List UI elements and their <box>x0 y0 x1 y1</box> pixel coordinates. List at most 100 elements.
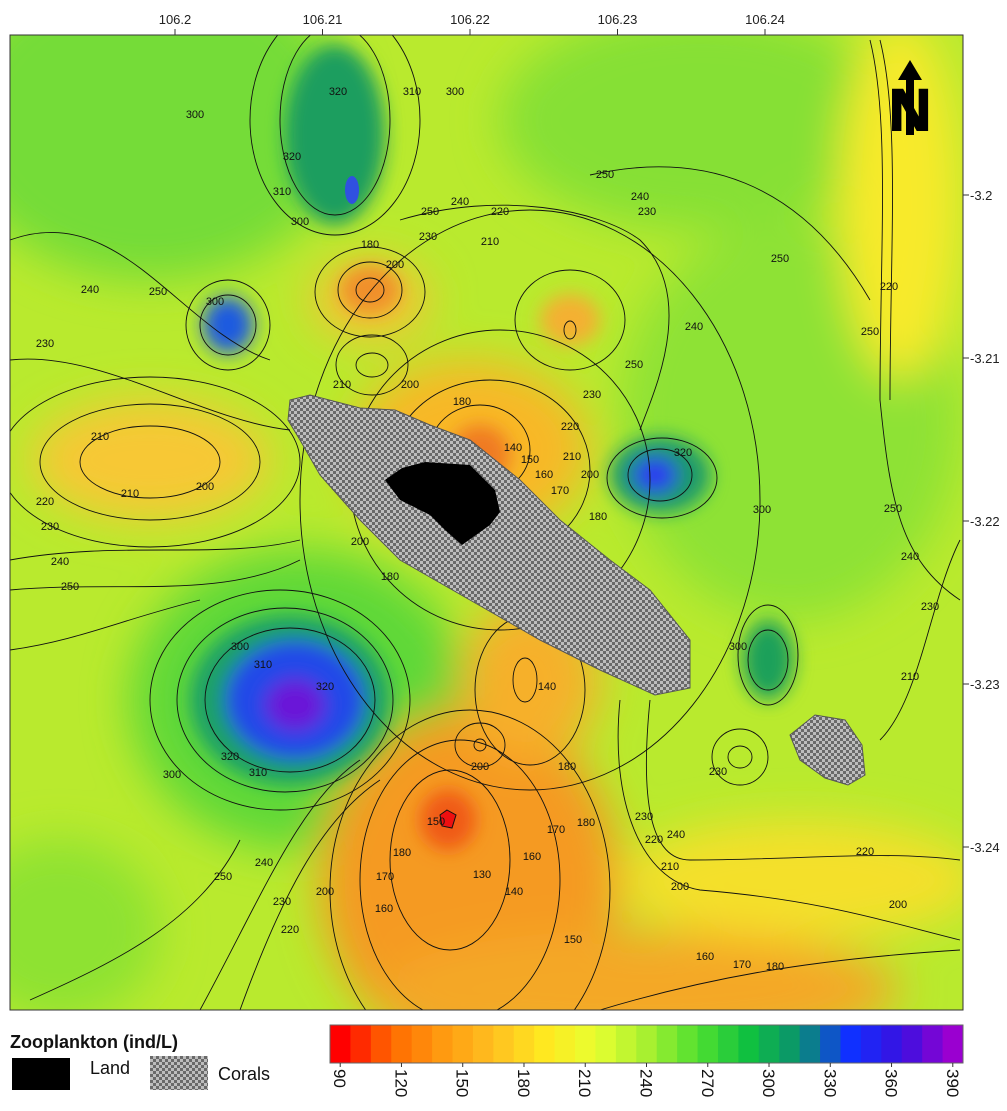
contour-label: 170 <box>547 824 565 836</box>
colorbar-tick-label: 390 <box>943 1069 962 1097</box>
colorbar-segment <box>902 1025 923 1063</box>
contour-label: 320 <box>329 86 347 98</box>
land-label: Land <box>90 1058 130 1078</box>
contour-label: 230 <box>419 231 437 243</box>
contour-label: 240 <box>631 191 649 203</box>
contour-label: 160 <box>375 903 393 915</box>
colorbar-segment <box>881 1025 902 1063</box>
contour-label: 130 <box>473 869 491 881</box>
contour-label: 210 <box>91 431 109 443</box>
contour-label: 250 <box>771 253 789 265</box>
colorbar-segment <box>350 1025 371 1063</box>
colorbar: 90120150180210240270300330360390 <box>330 1025 964 1097</box>
colorbar-segment <box>412 1025 433 1063</box>
colorbar-segment <box>473 1025 494 1063</box>
contour-label: 300 <box>206 296 224 308</box>
colorbar-segment <box>677 1025 698 1063</box>
contour-label: 320 <box>283 151 301 163</box>
colorbar-segment <box>534 1025 555 1063</box>
colorbar-segment <box>636 1025 657 1063</box>
contour-label: 160 <box>535 469 553 481</box>
contour-label: 310 <box>403 86 421 98</box>
contour-label: 180 <box>589 511 607 523</box>
x-tick-label: 106.2 <box>159 12 192 27</box>
contour-label: 230 <box>921 601 939 613</box>
contour-label: 200 <box>671 881 689 893</box>
contour-label: 200 <box>889 899 907 911</box>
contour-label: 320 <box>674 447 692 459</box>
contour-label: 220 <box>561 421 579 433</box>
contour-label: 210 <box>563 451 581 463</box>
map-figure: 3003203103003203103002502402302202102001… <box>0 0 1007 1106</box>
colorbar-segment <box>555 1025 576 1063</box>
contour-label: 320 <box>316 681 334 693</box>
contour-label: 180 <box>577 817 595 829</box>
colorbar-tick-label: 210 <box>575 1069 594 1097</box>
colorbar-segment <box>514 1025 535 1063</box>
x-tick-label: 106.24 <box>745 12 785 27</box>
contour-label: 250 <box>884 503 902 515</box>
contour-label: 230 <box>41 521 59 533</box>
north-label: N <box>889 78 931 143</box>
land-swatch <box>12 1058 70 1090</box>
coral-swatch <box>150 1056 208 1090</box>
contour-label: 170 <box>733 959 751 971</box>
colorbar-segment <box>800 1025 821 1063</box>
colorbar-tick-label: 180 <box>514 1069 533 1097</box>
contour-label: 220 <box>281 924 299 936</box>
contour-label: 320 <box>221 751 239 763</box>
legend-title: Zooplankton (ind/L) <box>10 1032 178 1052</box>
contour-label: 230 <box>638 206 656 218</box>
y-tick-label: -3.23 <box>970 677 1000 692</box>
colorbar-segment <box>698 1025 719 1063</box>
contour-label: 310 <box>249 767 267 779</box>
contour-label: 240 <box>451 196 469 208</box>
contour-label: 230 <box>36 338 54 350</box>
contour-label: 210 <box>901 671 919 683</box>
contour-label: 250 <box>61 581 79 593</box>
colorbar-segment <box>595 1025 616 1063</box>
contour-label: 220 <box>645 834 663 846</box>
colorbar-segment <box>575 1025 596 1063</box>
contour-label: 240 <box>51 556 69 568</box>
contour-label: 210 <box>333 379 351 391</box>
contour-label: 150 <box>427 816 445 828</box>
contour-label: 220 <box>36 496 54 508</box>
contour-label: 200 <box>471 761 489 773</box>
contour-label: 240 <box>255 857 273 869</box>
colorbar-tick-label: 270 <box>698 1069 717 1097</box>
contour-label: 250 <box>214 871 232 883</box>
colorbar-segment <box>493 1025 514 1063</box>
contour-label: 200 <box>386 259 404 271</box>
contour-label: 160 <box>696 951 714 963</box>
colorbar-segment <box>371 1025 392 1063</box>
y-tick-label: -3.22 <box>970 514 1000 529</box>
contour-label: 160 <box>523 851 541 863</box>
colorbar-segment <box>922 1025 943 1063</box>
contour-label: 180 <box>361 239 379 251</box>
colorbar-tick-label: 90 <box>330 1069 349 1088</box>
colorbar-segment <box>657 1025 678 1063</box>
x-tick-label: 106.22 <box>450 12 490 27</box>
contour-label: 210 <box>481 236 499 248</box>
contour-label: 220 <box>880 281 898 293</box>
contour-label: 200 <box>401 379 419 391</box>
contour-label: 240 <box>81 284 99 296</box>
contour-label: 210 <box>661 861 679 873</box>
colorbar-tick-label: 360 <box>882 1069 901 1097</box>
x-tick-label: 106.23 <box>598 12 638 27</box>
contour-label: 230 <box>635 811 653 823</box>
colorbar-segment <box>616 1025 637 1063</box>
contour-label: 240 <box>901 551 919 563</box>
contour-label: 220 <box>491 206 509 218</box>
contour-label: 250 <box>421 206 439 218</box>
contour-label: 230 <box>583 389 601 401</box>
colorbar-segment <box>759 1025 780 1063</box>
contour-label: 310 <box>273 186 291 198</box>
x-tick-label: 106.21 <box>303 12 343 27</box>
contour-label: 300 <box>291 216 309 228</box>
contour-label: 180 <box>381 571 399 583</box>
y-tick-label: -3.24 <box>970 840 1000 855</box>
colorbar-segment <box>330 1025 351 1063</box>
contour-label: 240 <box>667 829 685 841</box>
